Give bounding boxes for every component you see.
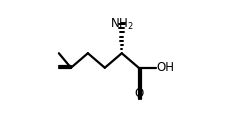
Text: OH: OH bbox=[156, 61, 174, 74]
Text: NH$_2$: NH$_2$ bbox=[110, 17, 134, 32]
Text: O: O bbox=[134, 87, 143, 100]
